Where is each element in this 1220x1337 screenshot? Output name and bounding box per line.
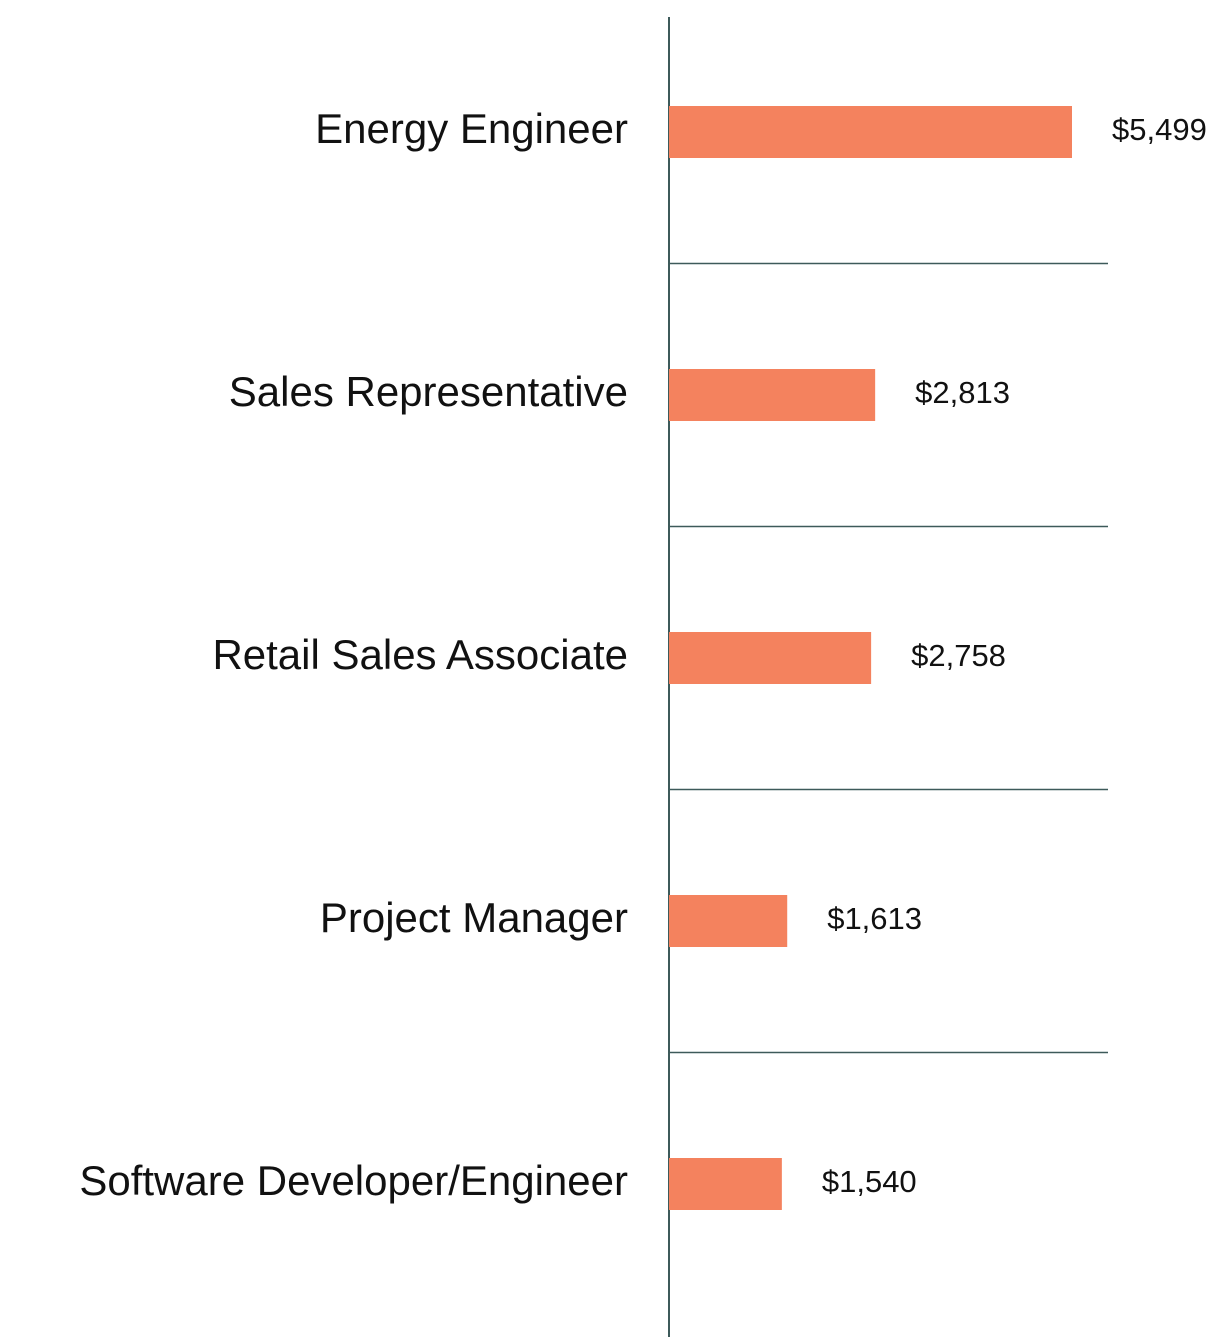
bar xyxy=(669,632,872,684)
bar xyxy=(669,1158,782,1210)
category-label: Project Manager xyxy=(320,894,628,941)
value-label: $1,613 xyxy=(827,901,922,936)
category-label: Software Developer/Engineer xyxy=(79,1157,628,1204)
bar xyxy=(669,369,876,421)
value-label: $5,499 xyxy=(1112,112,1207,147)
category-label: Sales Representative xyxy=(229,368,628,415)
value-label: $2,758 xyxy=(911,638,1006,673)
bar xyxy=(669,106,1072,158)
category-label: Retail Sales Associate xyxy=(212,631,628,678)
value-label: $2,813 xyxy=(915,375,1010,410)
value-label: $1,540 xyxy=(822,1164,917,1199)
category-label: Energy Engineer xyxy=(315,105,628,152)
bar xyxy=(669,895,788,947)
